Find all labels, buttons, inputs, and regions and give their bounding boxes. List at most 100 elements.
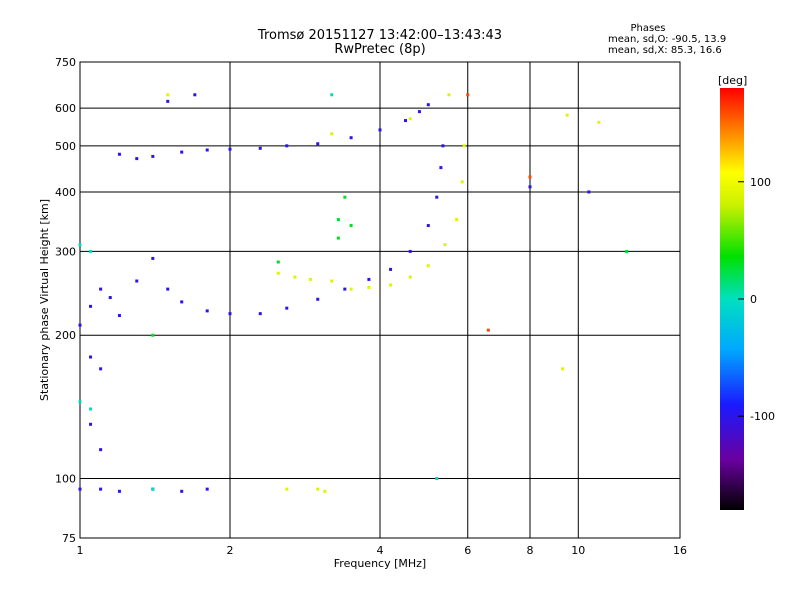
data-point (316, 297, 320, 301)
data-point (561, 367, 565, 371)
data-point (285, 487, 289, 491)
data-point (316, 487, 320, 491)
data-point (151, 256, 155, 260)
data-point (135, 157, 139, 161)
x-tick-label: 16 (673, 544, 687, 557)
data-point (336, 218, 340, 222)
colorbar-tick-label: 100 (750, 176, 771, 189)
data-point (330, 132, 334, 136)
data-point (367, 285, 371, 289)
data-point (193, 93, 197, 97)
data-point (180, 300, 184, 304)
data-point (349, 287, 353, 291)
data-point (417, 110, 421, 114)
x-tick-label: 2 (227, 544, 234, 557)
data-point (435, 195, 439, 199)
data-point (89, 407, 93, 411)
y-tick-label: 500 (55, 140, 76, 153)
x-tick-label: 4 (377, 544, 384, 557)
data-point (460, 180, 464, 184)
x-axis-label: Frequency [MHz] (334, 557, 426, 570)
x-tick-label: 8 (527, 544, 534, 557)
data-point (349, 136, 353, 140)
data-point (336, 236, 340, 240)
data-point (528, 185, 532, 189)
phases-x-mean: mean, sd,X: 85.3, 16.6 (608, 45, 722, 56)
x-axis-ticks: 1 2 4 6 8 10 16 (77, 544, 688, 557)
data-point (166, 99, 170, 103)
data-point (117, 489, 121, 493)
data-point (367, 277, 371, 281)
data-point (293, 275, 297, 279)
data-point (276, 271, 280, 275)
data-point (205, 309, 209, 313)
data-point (151, 333, 155, 337)
data-point (330, 279, 334, 283)
data-point (439, 166, 443, 170)
data-point (455, 218, 459, 222)
data-point (99, 448, 103, 452)
data-points (78, 93, 629, 493)
data-point (258, 146, 262, 150)
y-tick-label: 300 (55, 245, 76, 258)
data-point (276, 260, 280, 264)
data-point (389, 267, 393, 271)
data-point (205, 148, 209, 152)
x-tick-label: 6 (464, 544, 471, 557)
data-point (228, 147, 232, 151)
data-point (99, 367, 103, 371)
data-point (389, 283, 393, 287)
data-point (343, 287, 347, 291)
y-tick-label: 750 (55, 56, 76, 69)
y-tick-label: 600 (55, 102, 76, 115)
data-point (78, 243, 82, 247)
data-point (447, 93, 451, 97)
data-point (99, 487, 103, 491)
data-point (443, 243, 447, 247)
data-point (89, 249, 93, 253)
data-point (403, 119, 407, 123)
data-point (426, 264, 430, 268)
data-point (343, 195, 347, 199)
data-point (441, 144, 445, 148)
y-tick-label: 400 (55, 186, 76, 199)
x-tick-label: 1 (77, 544, 84, 557)
colorbar-ticks: 100 0 -100 (738, 176, 775, 423)
data-point (78, 400, 82, 404)
data-point (89, 422, 93, 426)
data-point (166, 93, 170, 97)
data-point (108, 296, 112, 300)
data-point (565, 113, 569, 117)
data-point (316, 142, 320, 146)
data-point (258, 312, 262, 316)
data-point (378, 128, 382, 132)
data-point (408, 249, 412, 253)
data-point (89, 304, 93, 308)
data-point (408, 117, 412, 121)
phases-o-mean: mean, sd,O: -90.5, 13.9 (608, 34, 726, 45)
data-point (349, 224, 353, 228)
data-point (151, 487, 155, 491)
data-point (228, 312, 232, 316)
data-point (462, 144, 466, 148)
data-point (528, 175, 532, 179)
data-point (625, 249, 629, 253)
y-axis-label: Stationary phase Virtual Height [km] (38, 199, 51, 401)
data-point (117, 314, 121, 318)
data-point (285, 144, 289, 148)
data-point (89, 355, 93, 359)
chart-title: Tromsø 20151127 13:42:00–13:43:43 (257, 28, 502, 43)
colorbar-tick-label: -100 (750, 410, 775, 423)
y-axis-ticks: 75 100 200 300 400 500 600 750 (55, 56, 76, 545)
data-point (426, 103, 430, 107)
phases-heading: Phases (630, 23, 665, 34)
data-point (285, 306, 289, 310)
data-point (466, 93, 470, 97)
data-point (180, 150, 184, 154)
data-point (408, 275, 412, 279)
data-point (597, 120, 601, 124)
data-point (486, 328, 490, 332)
data-point (180, 489, 184, 493)
grid-lines (80, 62, 680, 538)
